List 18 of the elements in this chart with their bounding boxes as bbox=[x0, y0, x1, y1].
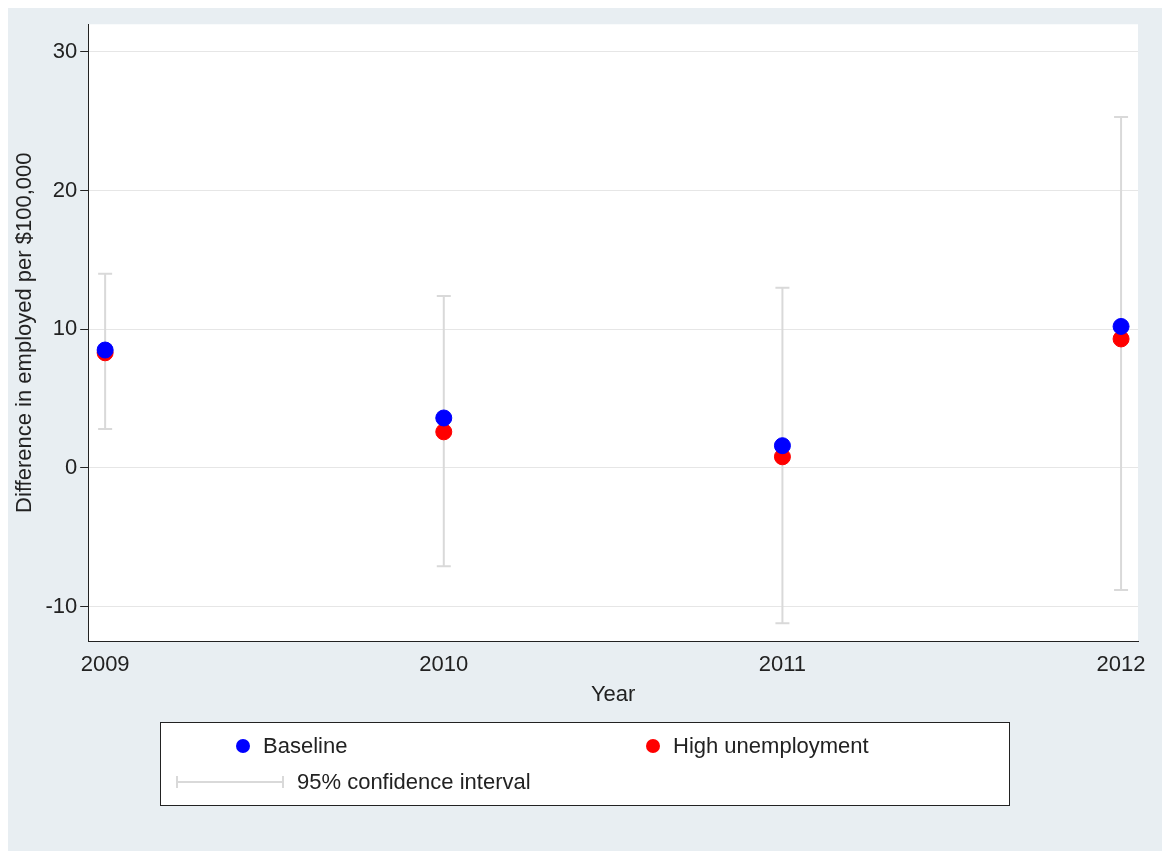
point bbox=[435, 409, 453, 427]
y-tick-label: 0 bbox=[64, 453, 78, 479]
point bbox=[1112, 317, 1130, 335]
x-tick-label: 2011 bbox=[758, 651, 807, 677]
point bbox=[773, 437, 791, 455]
x-tick-label: 2012 bbox=[1096, 651, 1146, 677]
legend-label: Baseline bbox=[263, 733, 348, 759]
point bbox=[435, 423, 453, 441]
y-tick-label: 30 bbox=[52, 37, 78, 63]
text: 95% confidence interval bbox=[297, 769, 531, 795]
x-axis-title: Year bbox=[590, 680, 636, 706]
x-tick-label: 2010 bbox=[419, 651, 469, 677]
y-axis-title: Difference in employed per $100,000 bbox=[11, 152, 37, 513]
x-tick-label: 2009 bbox=[80, 651, 130, 677]
y-tick-label: -10 bbox=[45, 592, 78, 618]
y-tick-label: 20 bbox=[52, 176, 78, 202]
y-tick-label: 10 bbox=[52, 315, 78, 341]
legend-label: High unemployment bbox=[673, 733, 869, 759]
